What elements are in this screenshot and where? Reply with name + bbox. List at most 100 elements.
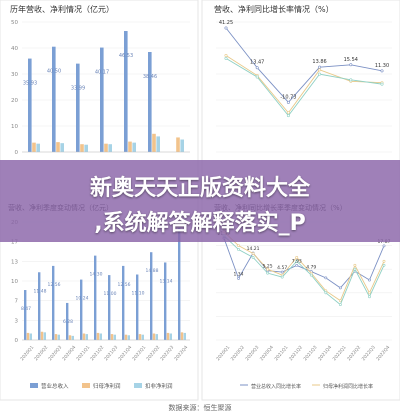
- chart3-bar-2-7: [110, 334, 114, 340]
- chart2-point: [380, 82, 384, 86]
- chart1-data-label: 35.93: [23, 81, 37, 87]
- chart3-data-label: 10.24: [76, 296, 89, 302]
- chart1-ytick: 0: [15, 150, 19, 156]
- chart3-legend-swatch: [134, 383, 142, 388]
- chart2-line-3: [225, 58, 383, 117]
- chart3-bar-1-12: [178, 227, 181, 340]
- chart4-point: [280, 275, 284, 279]
- chart3-bar-1-10: [150, 252, 153, 340]
- chart3-bar-2-6: [96, 332, 100, 340]
- chart2-point: [318, 65, 322, 69]
- chart4-point: [353, 263, 357, 267]
- chart1-bar-3-1: [36, 143, 40, 152]
- chart4-point: [338, 299, 342, 303]
- chart2-data-label: 41.25: [219, 20, 233, 26]
- chart1-data-label: 33.99: [71, 86, 85, 92]
- chart4-point: [324, 276, 328, 280]
- chart1-bar-3-3: [84, 144, 88, 152]
- chart3-data-label: 11.48: [34, 288, 47, 294]
- chart4-legend-label: 营业总收入同比增长率: [251, 383, 301, 390]
- chart3-bar-3-10: [155, 334, 158, 340]
- chart3-ytick: 13: [11, 259, 18, 265]
- chart2-line-1: [225, 27, 383, 104]
- chart1-data-label: 38.46: [143, 74, 157, 80]
- chart3-legend-swatch: [82, 383, 90, 388]
- chart1-bar-2-1: [32, 142, 36, 152]
- chart1-bar-3-4: [108, 144, 112, 152]
- chart3-bar-1-3: [52, 265, 55, 340]
- chart3-data-label: 8.47: [21, 306, 31, 312]
- chart3-bar-1-11: [164, 262, 167, 340]
- chart3-data-label: 11.00: [104, 291, 117, 297]
- chart3-data-label: 11.10: [132, 291, 145, 297]
- chart4-point: [338, 286, 342, 290]
- chart1-bar-2-2: [56, 142, 60, 152]
- chart3-bar-3-6: [99, 333, 102, 340]
- chart4-point: [251, 255, 255, 259]
- chart4-line-3: [223, 235, 385, 306]
- chart3-ytick: 17: [11, 240, 18, 246]
- chart4-point: [353, 267, 357, 271]
- chart2-point: [255, 66, 259, 70]
- chart1-ytick: 50: [11, 20, 18, 26]
- banner-band: [0, 160, 400, 242]
- chart3-bar-2-4: [68, 335, 72, 340]
- chart4-point: [237, 276, 240, 280]
- chart4-point: [382, 244, 386, 248]
- chart4-point: [295, 264, 299, 267]
- chart3-bar-3-11: [169, 333, 172, 340]
- chart3-data-label: 6.28: [63, 319, 73, 325]
- chart2-data-label: 13.86: [312, 59, 326, 65]
- chart4-data-label: 4.57: [277, 265, 287, 271]
- chart4-data-label: 1.34: [234, 271, 244, 277]
- chart2-point: [286, 111, 290, 115]
- chart1-bar-1-2: [52, 46, 56, 153]
- chart3-bar-3-5: [85, 334, 88, 340]
- chart1-bar-3-2: [60, 143, 64, 152]
- chart4-point: [266, 271, 270, 275]
- chart3-bar-3-9: [141, 334, 144, 340]
- chart3-legend-label: 归母净利润: [93, 382, 121, 390]
- chart4-point: [237, 244, 240, 248]
- chart1-bar-2-6: [152, 133, 156, 152]
- chart3-legend-swatch: [30, 383, 38, 388]
- chart1-ytick: 20: [11, 98, 18, 104]
- chart3-bar-3-8: [127, 335, 130, 340]
- chart3-data-label: 12.56: [48, 282, 61, 288]
- chart3-bar-3-1: [29, 333, 32, 340]
- chart3-legend-label: 营业总收入: [41, 382, 69, 390]
- chart2-line-2: [225, 55, 383, 114]
- chart2-data-label: 15.54: [344, 57, 358, 63]
- chart1-bar-2-7: [176, 137, 180, 152]
- chart3-bar-2-8: [124, 334, 128, 340]
- chart4-point: [309, 273, 313, 277]
- chart1-bar-2-3: [80, 144, 84, 152]
- chart4-point: [382, 263, 386, 267]
- chart2-data-label: -10.73: [280, 94, 296, 100]
- chart3-bar-2-5: [82, 333, 86, 340]
- chart1-ytick: 30: [11, 72, 18, 78]
- chart1-bar-2-5: [128, 141, 132, 152]
- banner-title-line2: ,系统解答解释落实_P: [94, 211, 306, 236]
- chart1-bar-1-4: [100, 47, 104, 152]
- chart3-bar-3-12: [183, 332, 186, 340]
- chart2-point: [286, 100, 290, 104]
- chart4-point: [368, 291, 371, 295]
- chart2-point: [224, 56, 228, 60]
- chart4-point: [266, 267, 270, 271]
- chart3-bar-2-10: [152, 333, 156, 340]
- chart3-legend-label: 扣非净利润: [145, 382, 173, 390]
- chart4-point: [368, 278, 371, 282]
- chart4-point: [280, 270, 284, 274]
- chart3-bar-2-3: [54, 334, 58, 340]
- chart3-data-label: 13.14: [160, 278, 173, 284]
- chart3-bar-2-11: [166, 332, 170, 340]
- chart2-point: [349, 63, 353, 67]
- chart1-bar-1-5: [124, 31, 128, 152]
- chart4-point: [295, 255, 299, 259]
- chart3-bar-1-4: [66, 302, 69, 340]
- chart3-data-label: 14.30: [90, 272, 103, 278]
- chart3-ytick: 0: [15, 338, 19, 344]
- chart3-bar-3-2: [43, 332, 46, 340]
- chart4-point: [368, 295, 371, 299]
